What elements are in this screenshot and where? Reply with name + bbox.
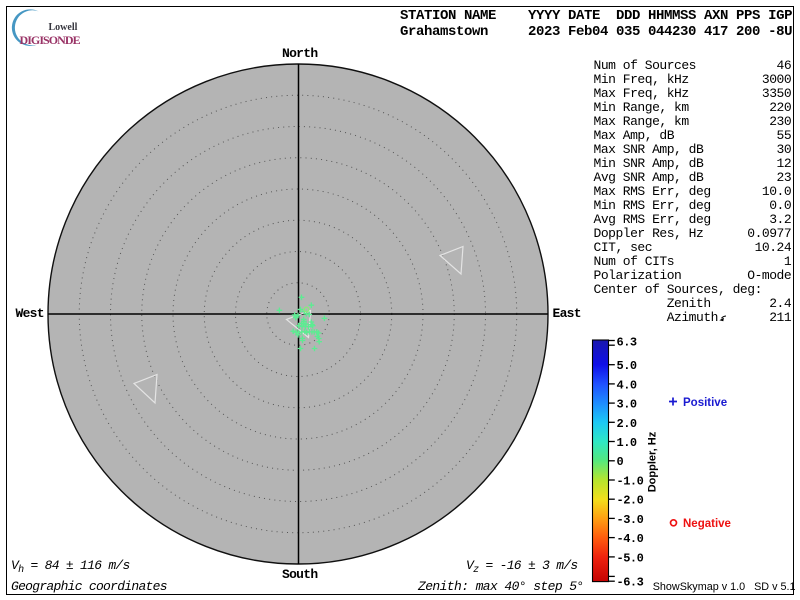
svg-text:-1.0: -1.0 [617, 474, 644, 488]
svg-text:-4.0: -4.0 [617, 532, 644, 546]
svg-text:Doppler, Hz: Doppler, Hz [647, 431, 659, 492]
svg-text:-2.0: -2.0 [617, 494, 644, 508]
svg-text:5.0: 5.0 [617, 359, 637, 373]
svg-text:1.0: 1.0 [617, 436, 637, 450]
svg-text:3.0: 3.0 [617, 398, 637, 412]
svg-text:2.0: 2.0 [617, 417, 637, 431]
svg-text:-3.0: -3.0 [617, 513, 644, 527]
svg-text:6.3: 6.3 [617, 335, 637, 349]
svg-text:Negative: Negative [683, 518, 731, 530]
svg-text:0: 0 [617, 455, 624, 469]
svg-text:Positive: Positive [683, 397, 727, 409]
svg-text:4.0: 4.0 [617, 378, 637, 392]
svg-text:-5.0: -5.0 [617, 551, 644, 565]
svg-text:-6.3: -6.3 [617, 576, 644, 590]
